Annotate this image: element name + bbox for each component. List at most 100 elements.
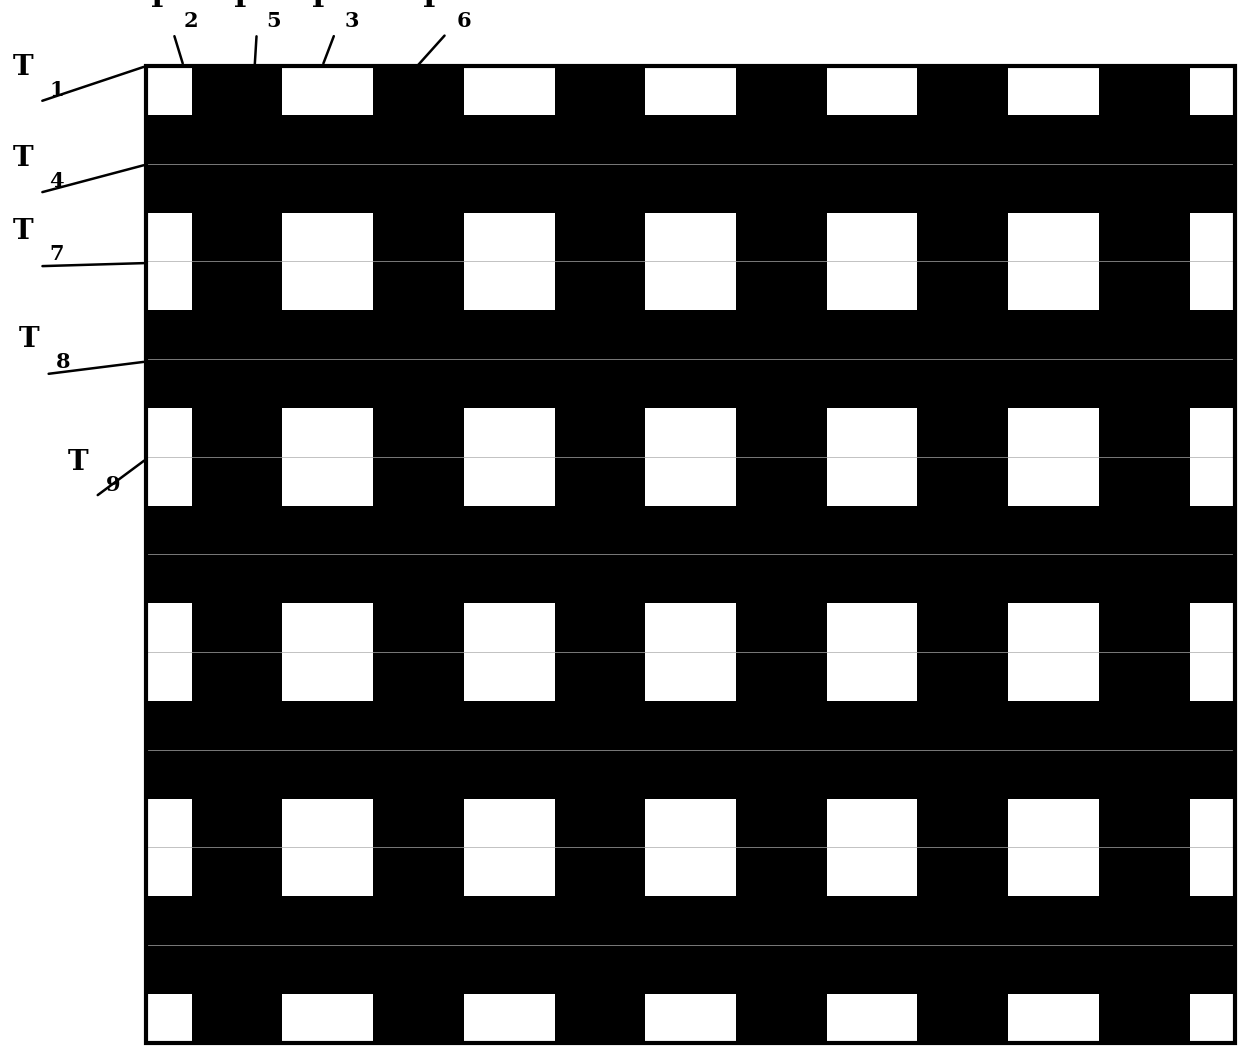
Bar [1099,261,1145,310]
Bar [600,66,645,115]
Bar [192,261,237,310]
Bar [419,701,464,749]
Bar [283,848,327,896]
Bar [645,945,691,994]
Bar [554,505,600,554]
Bar [237,701,283,749]
Bar [645,310,691,359]
Text: T: T [19,326,40,353]
Bar [691,652,737,701]
Bar [192,163,237,213]
Bar [1145,408,1189,457]
Bar [1054,261,1099,310]
Bar [645,749,691,799]
Bar [464,457,510,505]
Bar [464,945,510,994]
Bar [1189,261,1235,310]
Bar [327,848,373,896]
Bar [1054,66,1099,115]
Text: 4: 4 [50,171,64,191]
Bar [827,261,872,310]
Bar [1054,163,1099,213]
Bar [1099,115,1145,163]
Text: T: T [419,0,440,13]
Bar [645,359,691,408]
Bar [419,604,464,652]
Bar [237,994,283,1043]
Bar [963,505,1008,554]
Bar [963,261,1008,310]
Bar [237,163,283,213]
Bar [645,994,691,1043]
Bar [872,66,918,115]
Bar [146,554,192,604]
Bar [510,163,554,213]
Bar [1189,359,1235,408]
Bar [1189,652,1235,701]
Bar [146,701,192,749]
Bar [827,554,872,604]
Bar [872,310,918,359]
Bar [1099,652,1145,701]
Bar [1189,945,1235,994]
Bar [283,701,327,749]
Text: 2: 2 [184,12,198,31]
Bar [283,310,327,359]
Bar [192,945,237,994]
Bar [781,554,827,604]
Bar [510,554,554,604]
Bar [464,505,510,554]
Bar [146,408,192,457]
Bar [645,66,691,115]
Bar [918,213,962,261]
Bar [146,115,192,163]
Bar [419,359,464,408]
Bar [419,66,464,115]
Bar [781,359,827,408]
Bar [327,994,373,1043]
Bar [781,115,827,163]
Bar [464,604,510,652]
Bar [737,213,781,261]
Bar [781,848,827,896]
Bar [918,652,962,701]
Bar [737,604,781,652]
Bar [827,799,872,848]
Bar [737,115,781,163]
Bar [373,749,419,799]
Bar [1099,848,1145,896]
Bar [827,66,872,115]
Bar [691,896,737,945]
Bar [510,359,554,408]
Bar [192,457,237,505]
Bar [419,408,464,457]
Bar [327,359,373,408]
Bar [1099,994,1145,1043]
Bar [464,213,510,261]
Bar [283,408,327,457]
Bar [1145,163,1189,213]
Bar [600,994,645,1043]
Bar [918,505,962,554]
Bar [237,261,283,310]
Bar [918,701,962,749]
Bar [872,457,918,505]
Bar [600,554,645,604]
Bar [691,945,737,994]
Bar [1099,66,1145,115]
Bar [373,115,419,163]
Bar [464,261,510,310]
Bar [1145,554,1189,604]
Bar [1054,945,1099,994]
Bar [373,896,419,945]
Bar [691,749,737,799]
Bar [510,799,554,848]
Bar [146,457,192,505]
Bar [872,896,918,945]
Bar [872,994,918,1043]
Bar [691,66,737,115]
Bar [1189,896,1235,945]
Bar [1099,163,1145,213]
Bar [554,848,600,896]
Bar [192,652,237,701]
